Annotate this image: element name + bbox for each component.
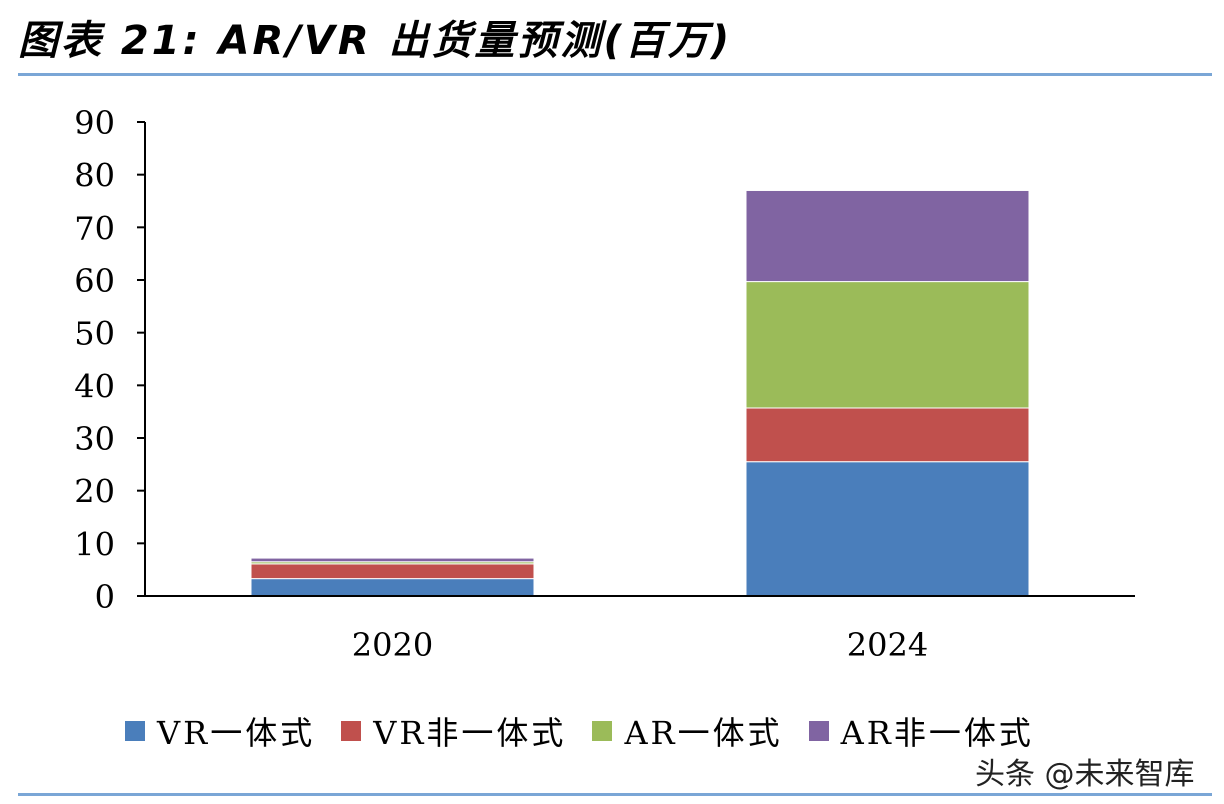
- chart-title: 图表 21: AR/VR 出货量预测(百万): [18, 18, 733, 64]
- y-tick-label: 40: [74, 367, 115, 405]
- legend-label: AR非一体式: [840, 714, 1034, 752]
- bar-segment-2024-1: [745, 407, 1030, 463]
- x-tick-label: 2024: [847, 626, 928, 664]
- y-tick-label: 60: [74, 262, 115, 300]
- y-tick-label: 70: [74, 209, 115, 247]
- y-tick-label: 20: [74, 473, 115, 511]
- bar-segment-2024-2: [745, 281, 1030, 409]
- legend-item: VR非一体式: [341, 708, 566, 754]
- y-tick-label: 90: [74, 104, 115, 142]
- x-tick-label: 2020: [352, 626, 433, 664]
- stacked-bar-chart: 0 10 20 30 40 50 60 70 80 90 2020 2024: [74, 104, 1135, 664]
- y-tick-label: 80: [74, 157, 115, 195]
- title-divider: [18, 73, 1212, 76]
- legend-swatch: [125, 721, 145, 741]
- y-tick-label: 30: [74, 420, 115, 458]
- legend-label: AR一体式: [624, 714, 783, 752]
- legend-item: VR一体式: [125, 708, 315, 754]
- legend-swatch: [592, 721, 613, 741]
- y-tick-label: 0: [95, 578, 115, 616]
- legend-label: VR非一体式: [373, 714, 567, 752]
- bar-segment-2020-1: [250, 563, 535, 580]
- footer-divider: [18, 793, 1212, 796]
- legend-swatch: [341, 721, 362, 741]
- legend: VR一体式 VR非一体式 AR一体式 AR非一体式: [125, 708, 1034, 754]
- bar-segment-2020-3: [250, 557, 535, 563]
- legend-item: AR一体式: [592, 708, 782, 754]
- bar-segment-2020-0: [250, 578, 535, 597]
- y-axis: 0 10 20 30 40 50 60 70 80 90: [74, 104, 146, 616]
- legend-label: VR一体式: [157, 714, 316, 752]
- bar-segment-2024-3: [745, 189, 1030, 283]
- watermark-text: 头条 @未来智库: [975, 757, 1195, 792]
- legend-swatch: [808, 721, 829, 741]
- bar-segment-2024-0: [745, 461, 1030, 597]
- y-tick-label: 50: [74, 315, 115, 353]
- y-tick-label: 10: [74, 525, 115, 563]
- bars: [250, 189, 1030, 597]
- legend-item: AR非一体式: [808, 708, 1034, 754]
- x-axis: 2020 2024: [145, 595, 1135, 664]
